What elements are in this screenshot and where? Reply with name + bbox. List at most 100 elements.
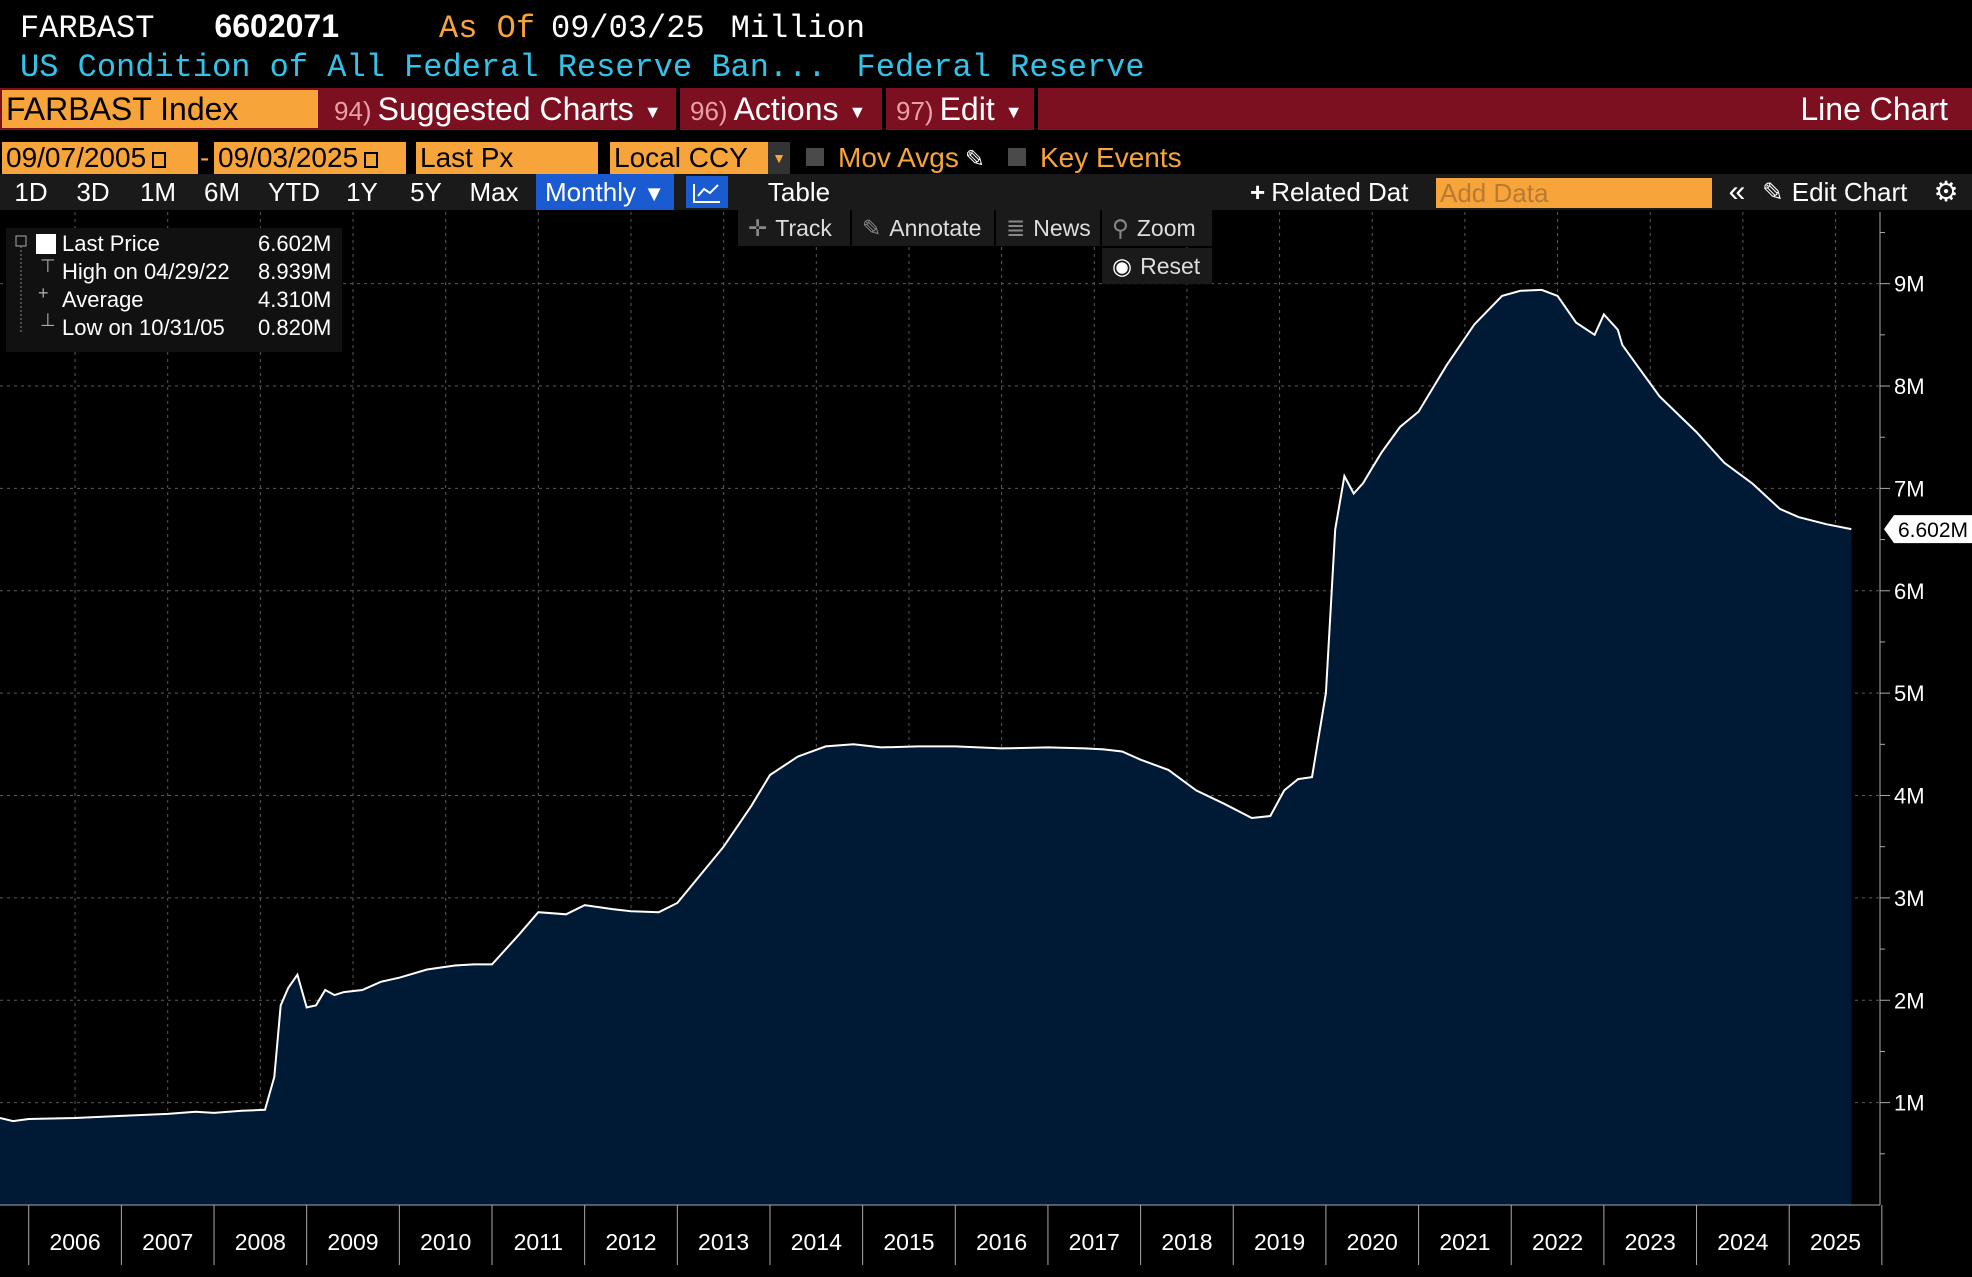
x-tick-label: 2025: [1810, 1229, 1861, 1255]
period-5y[interactable]: 5Y: [410, 177, 442, 207]
suggested-charts-menu[interactable]: 94) Suggested Charts ▼: [334, 91, 662, 127]
x-tick-label: 2012: [605, 1229, 656, 1255]
description-line: US Condition of All Federal Reserve Ban.…: [20, 48, 1145, 88]
y-tick-label: 9M: [1894, 272, 1925, 297]
legend-average-value: 4.310M: [258, 287, 332, 312]
x-tick-label: 2010: [420, 1229, 471, 1255]
caret-down-icon: ▼: [848, 101, 867, 122]
x-tick-label: 2008: [235, 1229, 286, 1255]
start-date-field[interactable]: 09/07/2005: [2, 142, 198, 174]
pen-icon: ✎: [862, 215, 882, 241]
period-1y[interactable]: 1Y: [346, 177, 378, 207]
menu-divider: [1034, 88, 1038, 130]
y-tick-label: 4M: [1894, 784, 1925, 809]
legend-last-label: Last Price: [62, 231, 160, 256]
currency-selector[interactable]: Local CCY ▼: [610, 142, 790, 174]
as-of-label: As Of: [439, 10, 536, 47]
annotate-tool[interactable]: ✎ Annotate: [852, 210, 994, 246]
list-icon: ≣: [1006, 215, 1026, 241]
dropdown-arrow-icon[interactable]: ▼: [768, 142, 790, 174]
header-line: FARBAST 6602071 As Of 09/03/25 Million: [20, 4, 865, 48]
mov-avgs-checkbox[interactable]: [806, 148, 824, 166]
y-tick-label: 6M: [1894, 579, 1925, 604]
key-events-label[interactable]: Key Events: [1040, 142, 1182, 173]
track-tool[interactable]: ✛ Track: [738, 210, 850, 246]
date-separator: -: [200, 142, 210, 173]
y-tick-label: 8M: [1894, 374, 1925, 399]
legend-low-value: 0.820M: [258, 315, 332, 340]
x-tick-label: 2021: [1439, 1229, 1490, 1255]
period-3d[interactable]: 3D: [76, 177, 110, 207]
area-fill: [0, 289, 1852, 1205]
plus-icon: +: [1250, 177, 1266, 207]
y-tick-label: 2M: [1894, 988, 1925, 1013]
y-axis: 1M 2M 3M 4M 5M 6M 7M 8M 9M: [1879, 212, 1925, 1205]
last-value-marker: 6.602M: [1884, 515, 1972, 544]
caret-down-icon: ▼: [643, 101, 662, 122]
x-tick-label: 2015: [883, 1229, 934, 1255]
price-line: [0, 288, 1852, 1123]
legend-high-value: 8.939M: [258, 259, 332, 284]
reset-icon: ◉: [1112, 253, 1133, 279]
y-tick-label: 7M: [1894, 476, 1925, 501]
x-tick-label: 2011: [514, 1229, 563, 1255]
x-tick-label: 2018: [1161, 1229, 1212, 1255]
edit-chart-button[interactable]: ✎ Edit Chart: [1762, 177, 1908, 207]
period-1m[interactable]: 1M: [139, 177, 177, 207]
end-date-field[interactable]: 09/03/2025: [214, 142, 406, 174]
x-tick-label: 2020: [1347, 1229, 1398, 1255]
y-tick-label: 1M: [1894, 1091, 1925, 1116]
security-field[interactable]: FARBAST Index: [2, 90, 318, 128]
crosshair-icon: ✛: [748, 215, 768, 241]
period-ytd[interactable]: YTD: [268, 177, 320, 207]
y-tick-label: 5M: [1894, 681, 1925, 706]
collapse-icon[interactable]: «: [1728, 175, 1746, 208]
x-tick-label: 2017: [1069, 1229, 1120, 1255]
chart-type-label[interactable]: Line Chart: [1800, 91, 1948, 127]
magnifier-icon: ⚲: [1112, 215, 1129, 241]
mov-avgs-label[interactable]: Mov Avgs ✎: [838, 142, 985, 173]
x-tick-label: 2013: [698, 1229, 749, 1255]
legend: ⊤ + ⊥ Last Price 6.602M High on 04/29/22…: [6, 228, 342, 352]
period-1d[interactable]: 1D: [14, 177, 48, 207]
calendar-icon[interactable]: [152, 151, 167, 168]
line-chart-icon[interactable]: [686, 176, 728, 208]
actions-menu[interactable]: 96) Actions ▼: [690, 91, 867, 127]
x-tick-label: 2006: [49, 1229, 100, 1255]
edit-menu[interactable]: 97) Edit ▼: [896, 91, 1023, 127]
menu-divider: [676, 88, 680, 130]
reset-button[interactable]: ◉ Reset: [1102, 248, 1212, 284]
legend-last-value: 6.602M: [258, 231, 332, 256]
field-selector[interactable]: Last Px: [416, 142, 598, 174]
gear-icon[interactable]: ⚙: [1933, 176, 1959, 207]
news-tool[interactable]: ≣ News: [996, 210, 1100, 246]
x-tick-label: 2009: [327, 1229, 378, 1255]
add-data-input[interactable]: [1436, 178, 1712, 208]
period-max[interactable]: Max: [469, 177, 519, 207]
calendar-icon[interactable]: [364, 151, 379, 168]
menu-divider: [882, 88, 886, 130]
legend-high-label: High on 04/29/22: [62, 259, 230, 284]
period-6m[interactable]: 6M: [203, 177, 241, 207]
legend-average-label: Average: [62, 287, 144, 312]
zoom-tool[interactable]: ⚲ Zoom: [1102, 210, 1212, 246]
related-data-button[interactable]: + Related Dat: [1250, 177, 1409, 207]
x-tick-label: 2019: [1254, 1229, 1305, 1255]
current-value: 6602071: [214, 8, 339, 44]
ticker: FARBAST: [20, 10, 155, 47]
pencil-icon: ✎: [1762, 177, 1784, 207]
unit-label: Million: [730, 10, 866, 47]
svg-text:⊥: ⊥: [40, 310, 56, 330]
svg-text:+: +: [38, 283, 49, 303]
last-value-badge: [1884, 515, 1972, 544]
caret-down-icon: ▼: [643, 181, 666, 206]
y-tick-label: 3M: [1894, 886, 1925, 911]
table-button[interactable]: Table: [767, 177, 831, 207]
x-tick-label: 2023: [1625, 1229, 1676, 1255]
key-events-checkbox[interactable]: [1008, 148, 1026, 166]
pencil-icon[interactable]: ✎: [964, 146, 985, 173]
x-tick-label: 2016: [976, 1229, 1027, 1255]
last-value-label: 6.602M: [1898, 519, 1968, 542]
frequency-dropdown[interactable]: Monthly ▼: [536, 174, 674, 210]
